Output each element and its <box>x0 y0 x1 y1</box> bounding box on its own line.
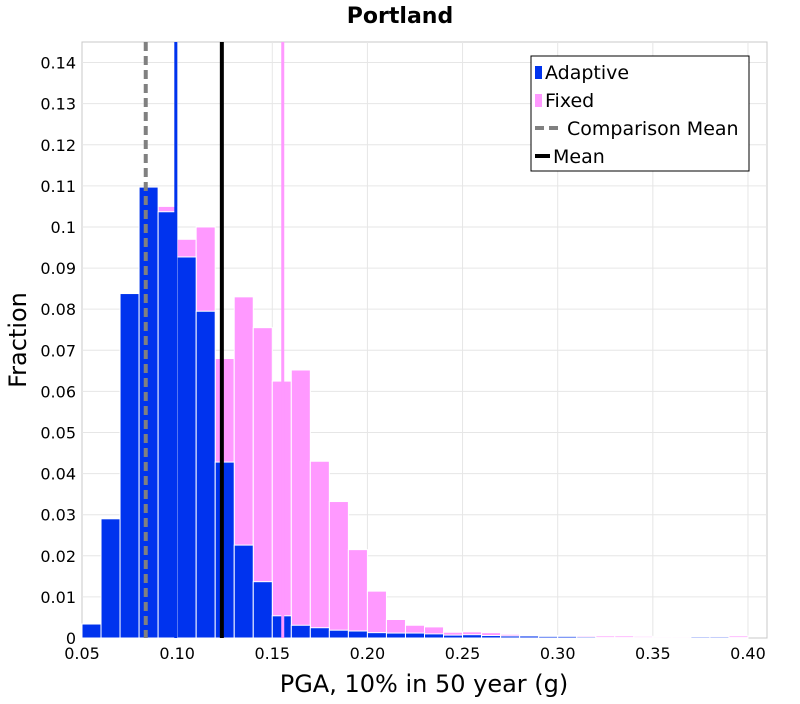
adaptive-bar <box>520 636 539 638</box>
y-tick-label: 0.06 <box>40 382 76 401</box>
x-tick-label: 0.20 <box>350 644 386 663</box>
adaptive-bar <box>463 635 482 638</box>
adaptive-bar <box>539 636 558 638</box>
adaptive-bar <box>482 636 501 638</box>
adaptive-bar <box>691 637 710 638</box>
adaptive-bar <box>120 294 139 638</box>
x-tick-label: 0.25 <box>445 644 481 663</box>
x-tick-label: 0.40 <box>730 644 766 663</box>
y-tick-label: 0.03 <box>40 506 76 525</box>
x-tick-label: 0.35 <box>635 644 671 663</box>
legend-label-fixed: Fixed <box>545 90 594 112</box>
legend: Adaptive Fixed Comparison Mean Mean <box>531 56 749 171</box>
adaptive-bar <box>234 545 253 638</box>
fixed-bar <box>348 550 367 638</box>
y-tick-label: 0.11 <box>40 177 76 196</box>
adaptive-bar <box>139 187 158 638</box>
fixed-bar <box>329 502 348 638</box>
adaptive-bar <box>367 633 386 638</box>
y-tick-label: 0.12 <box>40 136 76 155</box>
adaptive-bar <box>158 212 177 638</box>
y-tick-label: 0.1 <box>51 218 76 237</box>
adaptive-bar <box>558 636 577 638</box>
adaptive-bar <box>215 462 234 638</box>
adaptive-bar <box>177 257 196 638</box>
legend-swatch-fixed <box>535 94 542 107</box>
adaptive-bar <box>386 633 405 638</box>
y-tick-label: 0.04 <box>40 465 76 484</box>
y-tick-labels: 00.010.020.030.040.050.060.070.080.090.1… <box>40 54 76 648</box>
y-tick-label: 0.09 <box>40 259 76 278</box>
fixed-bar <box>367 591 386 638</box>
adaptive-bar <box>101 519 120 638</box>
adaptive-bar <box>329 630 348 638</box>
y-tick-label: 0.14 <box>40 54 76 73</box>
adaptive-bar <box>501 636 520 638</box>
y-tick-label: 0.05 <box>40 423 76 442</box>
adaptive-bar <box>710 637 729 638</box>
legend-swatch-adaptive <box>535 66 542 79</box>
x-tick-label: 0.05 <box>64 644 100 663</box>
y-axis-label: Fraction <box>4 292 32 388</box>
chart-title: Portland <box>347 4 453 29</box>
adaptive-bar <box>196 311 215 638</box>
adaptive-bar <box>348 631 367 638</box>
legend-label-mean: Mean <box>553 146 605 168</box>
x-tick-labels: 0.05 0.10 0.15 0.20 0.25 0.30 0.35 0.40 <box>64 644 766 663</box>
adaptive-bar <box>253 582 272 638</box>
y-tick-label: 0.07 <box>40 341 76 360</box>
legend-label-comparison-mean: Comparison Mean <box>567 118 739 140</box>
adaptive-bar <box>425 634 444 638</box>
adaptive-bar <box>405 633 424 638</box>
adaptive-bar <box>82 624 101 638</box>
x-tick-label: 0.10 <box>159 644 195 663</box>
y-tick-label: 0.01 <box>40 588 76 607</box>
legend-label-adaptive: Adaptive <box>545 62 629 84</box>
adaptive-bar <box>577 637 596 638</box>
adaptive-bar <box>310 628 329 638</box>
fixed-bar <box>310 461 329 638</box>
y-tick-label: 0.08 <box>40 300 76 319</box>
adaptive-bar <box>444 635 463 638</box>
fixed-bar <box>291 370 310 638</box>
adaptive-bar <box>291 625 310 638</box>
y-tick-label: 0.02 <box>40 547 76 566</box>
y-tick-label: 0.13 <box>40 95 76 114</box>
x-axis-label: PGA, 10% in 50 year (g) <box>280 670 569 698</box>
x-tick-label: 0.15 <box>254 644 290 663</box>
x-tick-label: 0.30 <box>540 644 576 663</box>
